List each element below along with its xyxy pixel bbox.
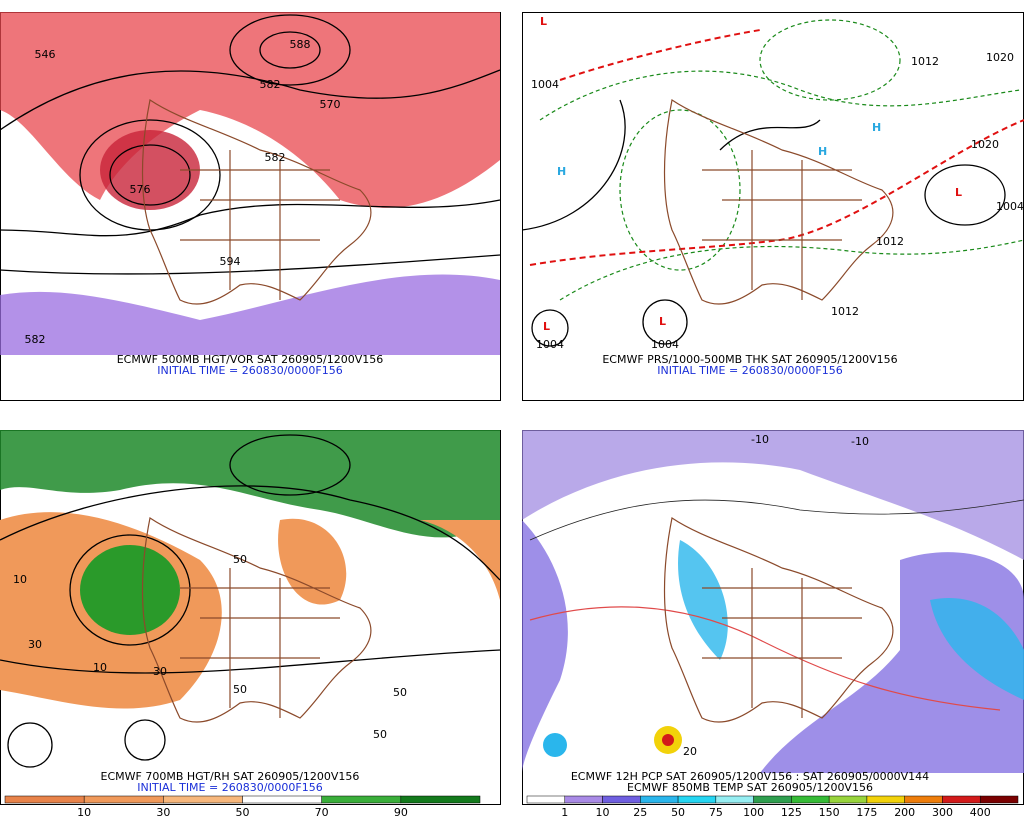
contour-label: 1020 bbox=[971, 138, 999, 151]
colorbar-swatch bbox=[791, 795, 830, 804]
contour-label: 546 bbox=[35, 48, 56, 61]
colorbar-swatch bbox=[866, 795, 905, 804]
colorbar-swatch bbox=[979, 795, 1019, 804]
colorbar-swatch bbox=[677, 795, 717, 804]
svg-text:L: L bbox=[540, 15, 547, 28]
contour-label: 1004 bbox=[536, 338, 564, 351]
colorbar-label: 200 bbox=[894, 806, 915, 819]
caption: ECMWF 500MB HGT/VOR SAT 260905/1200V156 bbox=[117, 353, 384, 366]
contour-label: -10 bbox=[751, 433, 769, 446]
contour-label: 582 bbox=[25, 333, 46, 346]
contour-label: 570 bbox=[320, 98, 341, 111]
colorbar-swatch bbox=[942, 795, 981, 804]
contour-label: 1012 bbox=[831, 305, 859, 318]
svg-text:L: L bbox=[955, 186, 962, 199]
contour-label: 20 bbox=[683, 745, 697, 758]
colorbar-label: 400 bbox=[970, 806, 991, 819]
caption: ECMWF PRS/1000-500MB THK SAT 260905/1200… bbox=[602, 353, 897, 366]
colorbar-swatch bbox=[602, 795, 641, 804]
colorbar-swatch bbox=[753, 795, 792, 804]
map-pcp-temp bbox=[522, 430, 1024, 773]
caption: ECMWF 700MB HGT/RH SAT 260905/1200V156 bbox=[101, 770, 360, 783]
contour-label: -10 bbox=[851, 435, 869, 448]
svg-text:L: L bbox=[543, 320, 550, 333]
contour-label: 588 bbox=[290, 38, 311, 51]
contour-label: 50 bbox=[373, 728, 387, 741]
contour-label: 50 bbox=[393, 686, 407, 699]
colorbar-swatch bbox=[242, 795, 322, 804]
colorbar-label: 100 bbox=[743, 806, 764, 819]
caption-2: ECMWF 850MB TEMP SAT 260905/1200V156 bbox=[627, 781, 873, 794]
colorbar-swatch bbox=[828, 795, 868, 804]
contour-label: 10 bbox=[13, 573, 27, 586]
contour-label: 30 bbox=[28, 638, 42, 651]
initial-time: INITIAL TIME = 260830/0000F156 bbox=[657, 364, 842, 377]
colorbar-label: 75 bbox=[709, 806, 723, 819]
contour-label: 1012 bbox=[876, 235, 904, 248]
colorbar-label: 1 bbox=[561, 806, 568, 819]
svg-text:H: H bbox=[557, 165, 566, 178]
colorbar-swatch bbox=[640, 795, 679, 804]
caption: ECMWF 12H PCP SAT 260905/1200V156 : SAT … bbox=[571, 770, 929, 783]
colorbar-label: 25 bbox=[633, 806, 647, 819]
contour-label: 1012 bbox=[911, 55, 939, 68]
colorbar-swatch bbox=[4, 795, 85, 804]
contour-label: 30 bbox=[153, 665, 167, 678]
contour-label: 1004 bbox=[531, 78, 559, 91]
contour-label: 582 bbox=[265, 151, 286, 164]
initial-time: INITIAL TIME = 260830/0000F156 bbox=[157, 364, 342, 377]
contour-label: 1004 bbox=[651, 338, 679, 351]
svg-text:H: H bbox=[818, 145, 827, 158]
svg-text:H: H bbox=[872, 121, 881, 134]
contour-label: 582 bbox=[260, 78, 281, 91]
contour-label: 576 bbox=[130, 183, 151, 196]
colorbar-label: 175 bbox=[856, 806, 877, 819]
colorbar-swatch bbox=[564, 795, 603, 804]
initial-time: INITIAL TIME = 260830/0000F156 bbox=[137, 781, 322, 794]
contour-label: 1004 bbox=[996, 200, 1024, 213]
colorbar-label: 10 bbox=[77, 806, 91, 819]
colorbar-label: 90 bbox=[394, 806, 408, 819]
contour-label: 50 bbox=[233, 683, 247, 696]
colorbar-label: 125 bbox=[781, 806, 802, 819]
contour-label: 594 bbox=[220, 255, 241, 268]
svg-text:L: L bbox=[659, 315, 666, 328]
colorbar-label: 50 bbox=[236, 806, 250, 819]
colorbar-swatch bbox=[526, 795, 566, 804]
contour-label: 1020 bbox=[986, 51, 1014, 64]
colorbar-swatch bbox=[400, 795, 481, 804]
contour-label: 50 bbox=[233, 553, 247, 566]
colorbar-swatch bbox=[715, 795, 754, 804]
colorbar-label: 10 bbox=[596, 806, 610, 819]
colorbar-swatch bbox=[904, 795, 943, 804]
map-700mb-rh bbox=[0, 430, 501, 768]
colorbar-label: 300 bbox=[932, 806, 953, 819]
map-prs-thk: L L L L H H H bbox=[522, 15, 1024, 347]
contour-label: 10 bbox=[93, 661, 107, 674]
colorbar-swatch bbox=[321, 795, 402, 804]
colorbar-label: 150 bbox=[819, 806, 840, 819]
colorbar-swatch bbox=[83, 795, 164, 804]
colorbar-swatch bbox=[163, 795, 243, 804]
colorbar-label: 70 bbox=[315, 806, 329, 819]
colorbar-label: 50 bbox=[671, 806, 685, 819]
colorbar-label: 30 bbox=[156, 806, 170, 819]
map-500mb bbox=[0, 12, 501, 355]
